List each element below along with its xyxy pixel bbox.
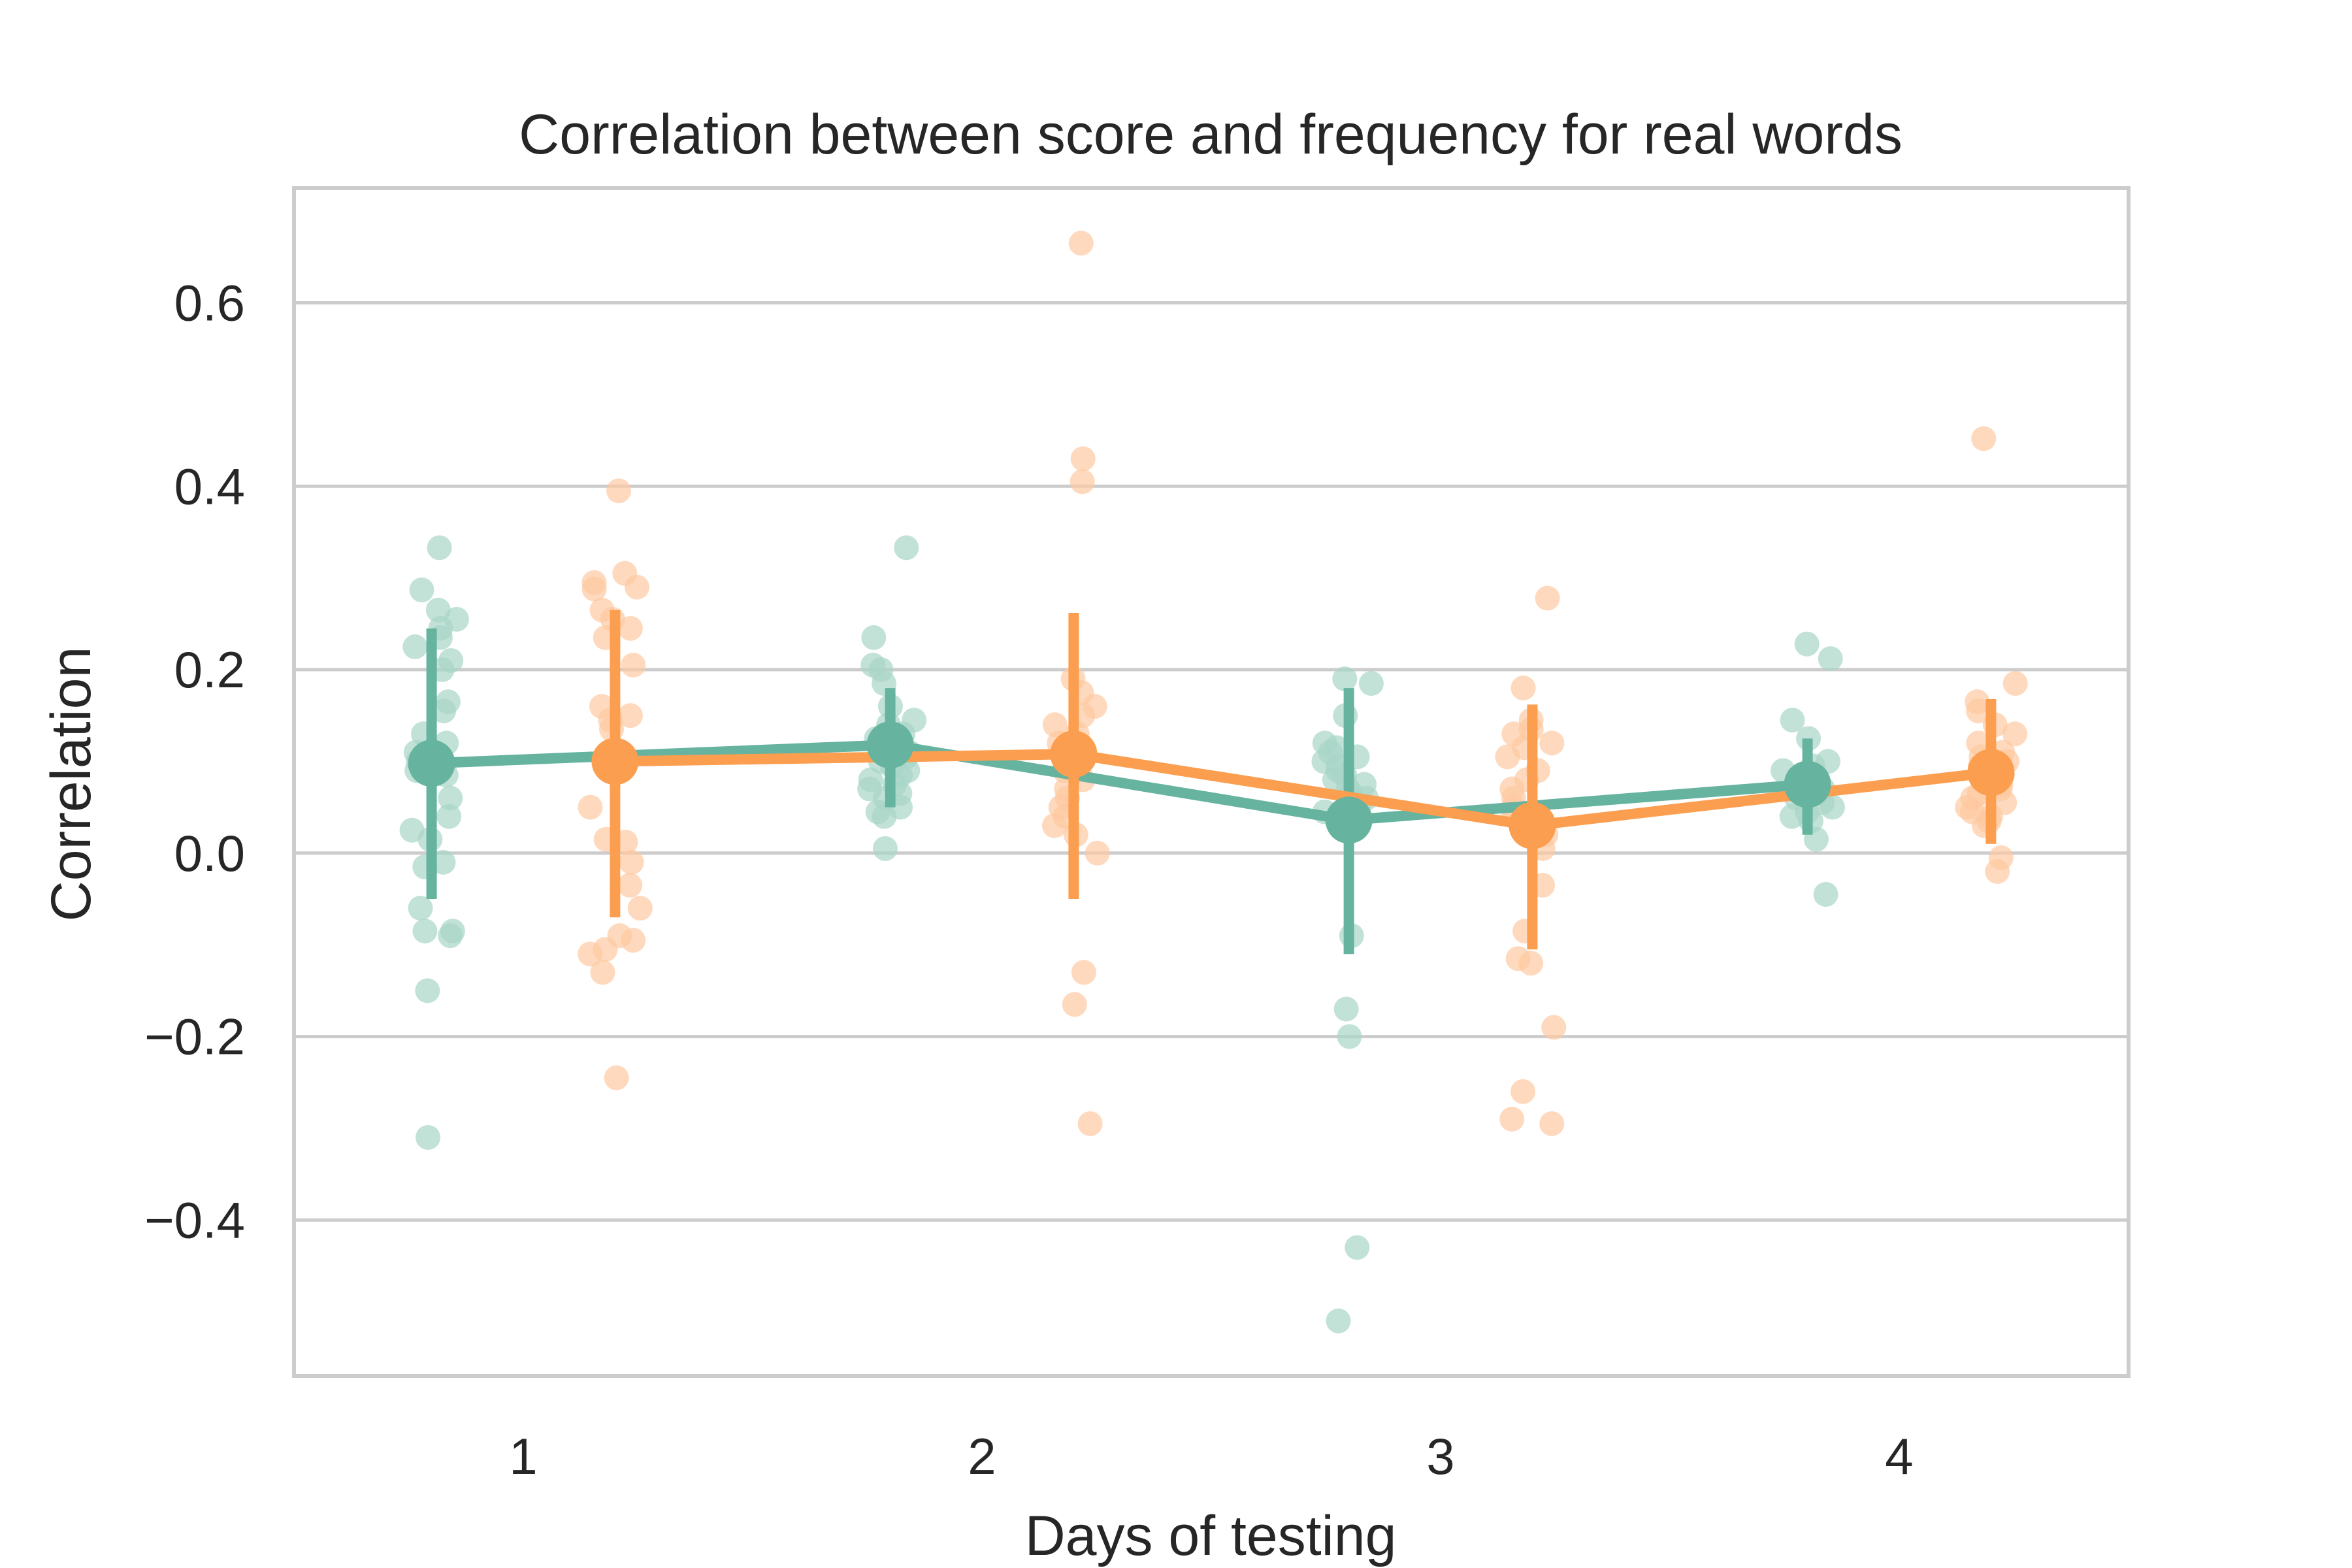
- data-point: [1062, 992, 1087, 1017]
- data-point: [1333, 996, 1359, 1022]
- data-point: [1070, 469, 1095, 495]
- data-point: [617, 872, 643, 898]
- data-point: [1966, 698, 1991, 724]
- data-point: [2002, 721, 2028, 747]
- data-point: [578, 794, 603, 820]
- data-point: [427, 535, 452, 561]
- data-point: [1337, 1024, 1362, 1049]
- data-point: [578, 941, 603, 967]
- data-point: [416, 1124, 441, 1150]
- data-point: [431, 698, 457, 724]
- y-tick-label: −0.4: [144, 1191, 245, 1249]
- data-point: [1345, 1235, 1370, 1260]
- mean-marker: [866, 721, 914, 769]
- plot-frame: [292, 186, 2131, 1378]
- data-point: [1358, 671, 1384, 696]
- data-point: [861, 625, 887, 650]
- data-point: [1326, 1308, 1351, 1333]
- data-point: [1779, 804, 1805, 829]
- y-tick-label: 0.0: [174, 825, 245, 882]
- data-point: [409, 577, 434, 602]
- y-tick-label: 0.4: [174, 457, 245, 515]
- data-point: [624, 574, 649, 600]
- data-point: [1332, 666, 1358, 692]
- x-tick-label: 4: [1885, 1428, 1913, 1485]
- data-point: [1071, 960, 1096, 985]
- data-point: [1068, 231, 1094, 256]
- data-point: [1518, 951, 1544, 976]
- data-point: [1041, 813, 1067, 838]
- y-axis-label: Correlation: [40, 647, 103, 922]
- data-point: [425, 597, 451, 623]
- y-tick-label: 0.2: [174, 641, 245, 698]
- data-point: [1077, 1111, 1103, 1136]
- mean-marker: [1967, 749, 2015, 796]
- series-line: [615, 749, 1992, 831]
- mean-marker: [1509, 802, 1556, 849]
- x-tick-label: 1: [509, 1428, 537, 1485]
- data-point: [604, 1065, 629, 1090]
- y-tick-labels: 0.6 0.4 0.2 0.0 −0.2 −0.4: [144, 274, 245, 1249]
- mean-marker: [1784, 760, 1831, 808]
- data-point: [1780, 708, 1805, 733]
- data-point: [2002, 671, 2028, 696]
- data-point: [621, 928, 646, 953]
- data-point: [1499, 1106, 1525, 1132]
- data-point: [1070, 446, 1096, 472]
- data-point: [1813, 881, 1838, 907]
- data-point: [1971, 426, 1997, 451]
- data-point: [408, 896, 433, 921]
- mean-marker: [408, 740, 455, 787]
- data-point: [590, 960, 615, 985]
- data-point: [606, 478, 631, 504]
- data-point: [415, 978, 440, 1004]
- data-point: [872, 804, 897, 829]
- x-tick-labels: 1 2 3 4: [509, 1428, 1913, 1485]
- data-point: [894, 535, 919, 561]
- data-point: [581, 576, 607, 602]
- data-point: [438, 785, 463, 811]
- mean-marker: [1325, 796, 1373, 844]
- data-point: [438, 923, 463, 949]
- grid-lines: [294, 301, 2129, 1222]
- data-point: [619, 849, 644, 875]
- data-point: [1535, 585, 1560, 611]
- data-point: [1541, 1015, 1567, 1040]
- data-point: [1985, 858, 2010, 884]
- data-point: [1085, 840, 1110, 866]
- y-tick-label: −0.2: [144, 1008, 245, 1066]
- data-point: [617, 615, 643, 641]
- data-point: [1511, 676, 1536, 701]
- x-tick-label: 3: [1426, 1428, 1454, 1485]
- mean-marker: [1050, 730, 1098, 778]
- data-point: [872, 836, 898, 861]
- x-axis-label: Days of testing: [1025, 1505, 1397, 1567]
- data-point: [412, 919, 438, 944]
- data-point: [627, 896, 653, 921]
- data-point: [436, 804, 462, 829]
- data-point: [617, 703, 643, 728]
- data-point: [1539, 1111, 1565, 1136]
- series-line: [431, 740, 1808, 826]
- mean-markers: [408, 721, 2015, 849]
- data-point: [402, 634, 428, 659]
- data-point: [1539, 730, 1565, 756]
- chart-title: Correlation between score and frequency …: [519, 103, 1903, 166]
- data-point: [1495, 744, 1520, 770]
- data-point: [1818, 646, 1843, 672]
- data-point: [621, 653, 646, 678]
- y-tick-label: 0.6: [174, 274, 245, 331]
- data-point: [1794, 631, 1820, 657]
- data-point: [1820, 794, 1845, 820]
- mean-marker: [591, 738, 639, 785]
- x-tick-label: 2: [968, 1428, 996, 1485]
- data-point: [1511, 1079, 1535, 1104]
